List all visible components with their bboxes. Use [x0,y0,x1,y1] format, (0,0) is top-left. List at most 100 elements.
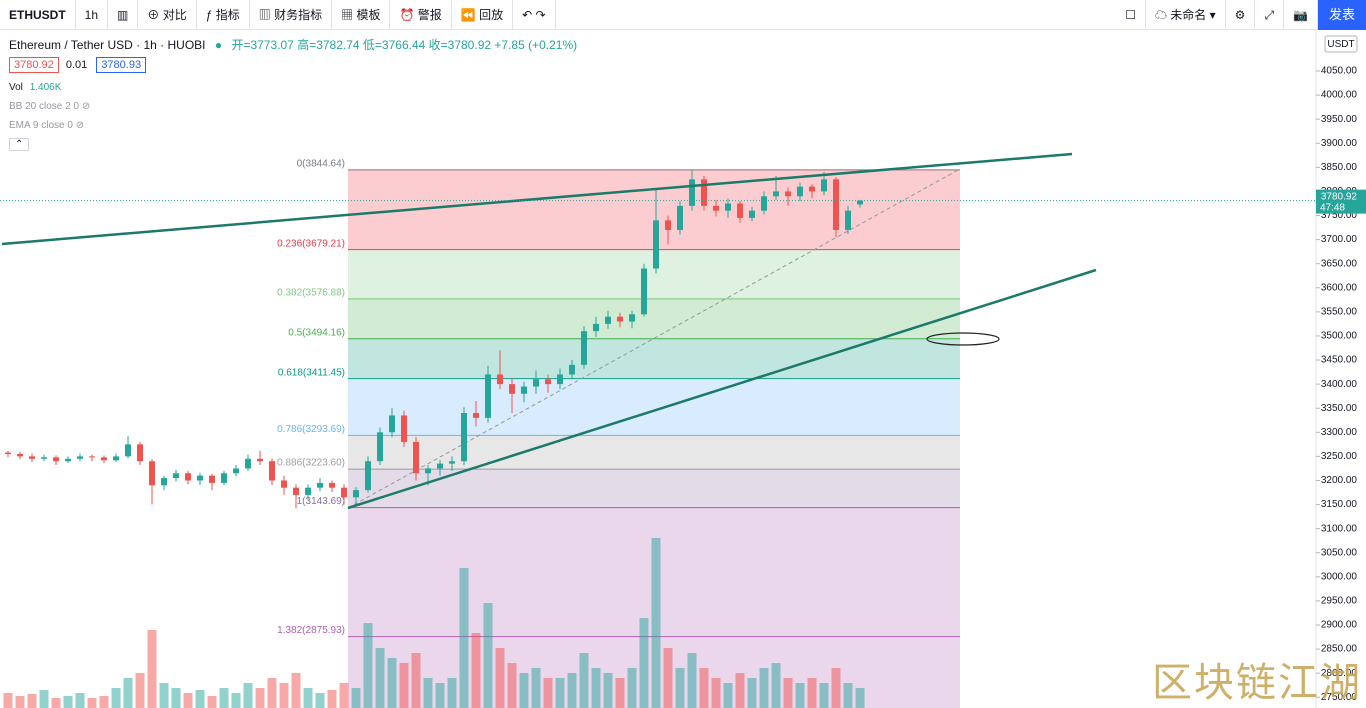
fib-label: 0.5(3494.16) [288,327,345,338]
vol-label: Vol [9,82,23,93]
snapshot-button[interactable]: 📷 [1284,0,1318,30]
layout-button[interactable]: ☁ 未命名 ▾ [1146,0,1226,30]
currency-label: USDT [1327,39,1354,50]
financials-label: 财务指标 [274,7,323,22]
volume-bar [471,633,481,708]
volume-bar [771,663,781,708]
symbol-title: Ethereum / Tether USD · 1h · HUOBI [9,38,206,52]
undo-button[interactable]: ↶ ↷ [513,0,556,30]
y-tick-label: 2850.00 [1321,644,1358,655]
candle-body [425,468,431,474]
candle-body [389,415,395,433]
volume-bar [87,698,97,708]
y-tick-label: 3900.00 [1321,138,1358,149]
fib-label: 0.786(3293.69) [277,424,345,435]
candle-body [677,205,683,230]
ask[interactable]: 3780.93 [96,57,147,73]
candle-body [593,323,599,332]
candle-body [197,475,203,481]
financials-button[interactable]: ▥ 财务指标 [250,0,333,30]
currency-box[interactable] [1324,35,1358,53]
candle-body [17,453,23,457]
candle-body [509,384,515,394]
candle-body [605,316,611,324]
replay-label: 回放 [479,7,504,22]
ema-legend[interactable]: EMA 9 close 0 ⊘ [9,120,85,131]
volume-legend: Vol 1.406K [9,82,61,93]
volume-bar [519,673,529,708]
chart-type-button[interactable]: ▥ [108,0,139,30]
symbol[interactable]: ETHUSDT [0,0,76,30]
volume-bar [291,673,301,708]
interval[interactable]: 1h [76,0,109,30]
fib-zone [348,338,960,379]
volume-bar [699,668,709,708]
ellipse-drawing[interactable] [926,332,1000,346]
expand-button[interactable]: ⤢ [1255,0,1285,30]
fib-zone [348,378,960,436]
candle-body [365,461,371,491]
y-tick-label: 3600.00 [1321,282,1358,293]
volume-bar [183,693,193,708]
volume-bar [147,630,157,708]
volume-bar [747,678,757,708]
y-tick-label: 3950.00 [1321,114,1358,125]
volume-bar [99,696,109,708]
candle-body [113,456,119,461]
candle-body [65,458,71,462]
watermark: 区块链江湖 [1152,660,1362,706]
candle-body [521,386,527,394]
volume-bar [195,690,205,708]
bid[interactable]: 3780.92 [9,57,59,73]
y-tick-label: 4050.00 [1321,66,1358,77]
volume-bar [831,668,841,708]
y-tick-label: 3500.00 [1321,331,1358,342]
volume-bar [255,688,265,708]
candle-body [461,413,467,462]
volume-bar [351,688,361,708]
indicators-button[interactable]: ƒ 指标 [197,0,250,30]
candle-body [653,220,659,269]
volume-bar [375,648,385,708]
volume-bar [423,678,433,708]
publish-button[interactable]: 发表 [1318,0,1366,30]
fib-label: 1.382(2875.93) [277,625,345,636]
candle-body [161,478,167,486]
volume-bar [483,603,493,708]
series [3,169,865,708]
candle-body [41,457,47,459]
settings-button[interactable]: ⚙ [1226,0,1256,30]
collapse-button[interactable]: ⌃ [9,138,30,151]
open: 开=3773.07 [231,38,294,52]
alert-button[interactable]: ⏰ 警报 [390,0,452,30]
volume-bar [843,683,853,708]
trend-line[interactable] [1,152,1073,246]
volume-bar [555,678,565,708]
volume-bar [459,568,469,708]
fib-trend-line [347,169,959,509]
volume-bar [687,653,697,708]
y-tick-label: 3150.00 [1321,499,1358,510]
volume-bar [819,683,829,708]
candle-body [185,473,191,481]
replay-button[interactable]: ⏪ 回放 [452,0,514,30]
y-tick-label: 2800.00 [1321,668,1358,679]
y-tick-label: 3650.00 [1321,258,1358,269]
templates-button[interactable]: ▦ 模板 [332,0,391,30]
candle-body [341,487,347,498]
fullscreen-toggle[interactable]: ☐ [1116,0,1146,30]
compare-button[interactable]: ⊕ 对比 [138,0,197,30]
toolbar: ETHUSDT 1h ▥ ⊕ 对比 ƒ 指标 ▥ 财务指标 ▦ 模板 ⏰ 警报 … [0,0,1366,30]
candle-body [845,210,851,230]
candle-body [5,452,11,454]
bb-legend[interactable]: BB 20 close 2 0 ⊘ [9,101,91,112]
volume-bar [207,696,217,708]
trend-line[interactable] [347,268,1097,510]
volume-bar [495,648,505,708]
volume-bar [159,683,169,708]
candle-body [809,186,815,192]
volume-bar [303,688,313,708]
templates-label: 模板 [356,7,381,22]
volume-bar [723,683,733,708]
y-tick-label: 3750.00 [1321,210,1358,221]
